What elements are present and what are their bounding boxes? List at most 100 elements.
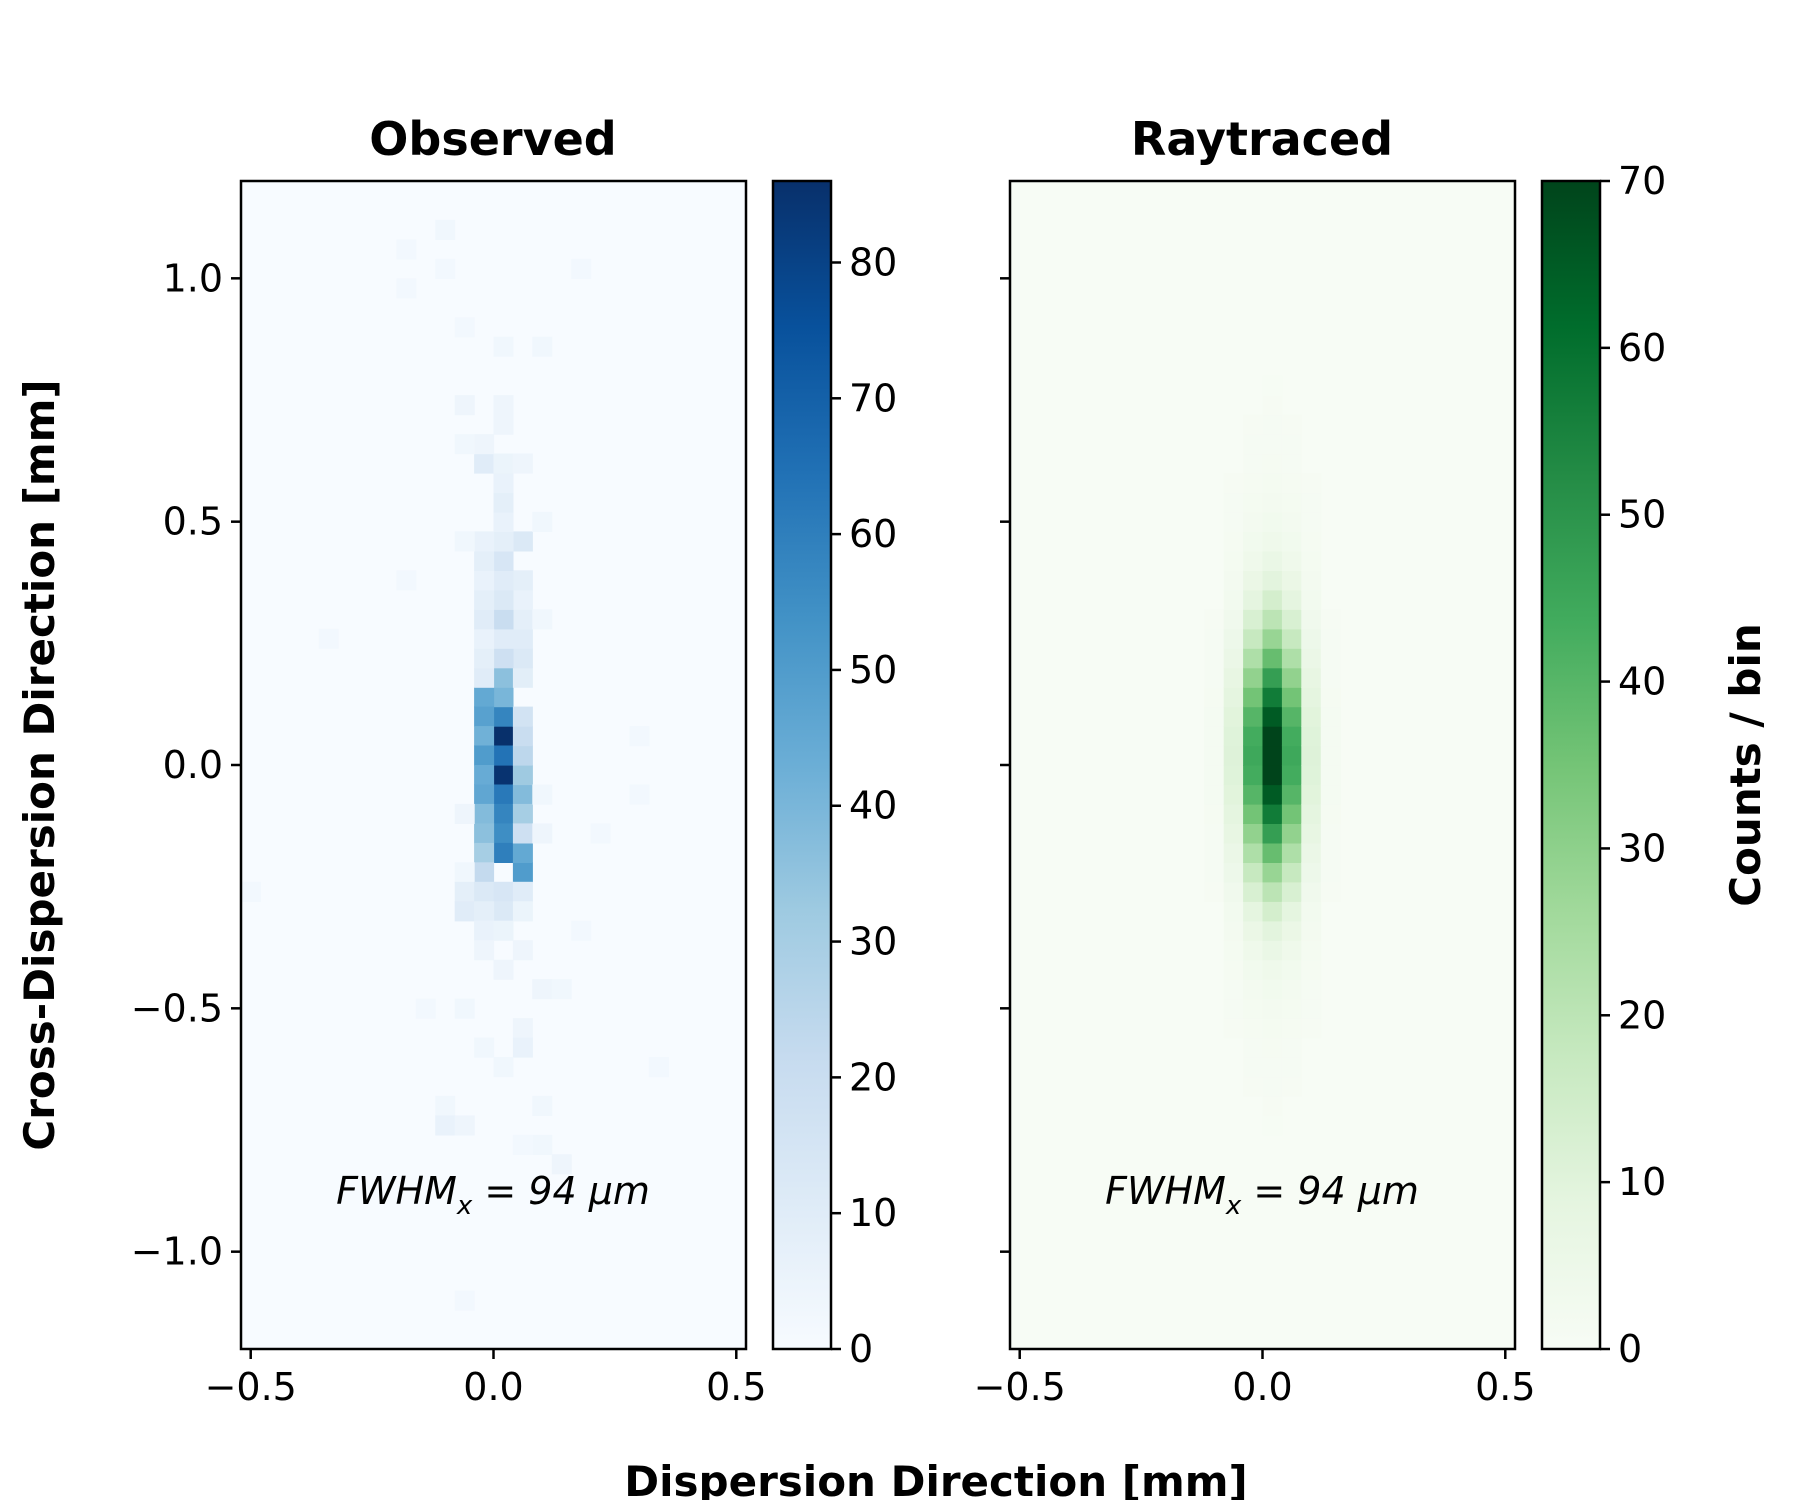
heatmap-cell <box>1320 881 1341 902</box>
heatmap-cell <box>1301 473 1322 494</box>
heatmap-cell <box>1243 1018 1264 1039</box>
heatmap-cell <box>1281 687 1302 708</box>
heatmap-cell <box>512 1037 533 1058</box>
heatmap-cell <box>512 940 533 961</box>
heatmap-cell <box>1262 1037 1283 1058</box>
heatmap-cell <box>1243 550 1264 571</box>
heatmap-cell <box>1243 511 1264 532</box>
heatmap-cell <box>571 920 592 941</box>
heatmap-cell <box>1223 726 1244 747</box>
heatmap-cell <box>1320 687 1341 708</box>
heatmap-cell <box>435 1115 456 1136</box>
heatmap-cell <box>532 823 553 844</box>
heatmap-cell <box>1262 687 1283 708</box>
heatmap-cell <box>396 570 417 591</box>
colorbar-tick-label: 50 <box>1618 493 1666 537</box>
heatmap-cell <box>629 784 650 805</box>
heatmap-cell <box>1320 609 1341 630</box>
heatmap-cell <box>1301 628 1322 649</box>
heatmap-cell <box>1223 570 1244 591</box>
heatmap-cell <box>474 1037 495 1058</box>
heatmap-cell <box>1301 901 1322 922</box>
heatmap-cell <box>1281 745 1302 766</box>
colorbar-tick-label: 20 <box>849 1055 897 1099</box>
heatmap-cell <box>551 979 572 1000</box>
heatmap-cell <box>1301 589 1322 610</box>
heatmap-cell <box>474 803 495 824</box>
heatmap-cell <box>1243 687 1264 708</box>
heatmap-cell <box>474 706 495 727</box>
heatmap-cell <box>474 726 495 747</box>
heatmap-cell <box>532 784 553 805</box>
heatmap-cell <box>493 531 514 552</box>
heatmap-cell <box>1243 881 1264 902</box>
heatmap-cell <box>1320 765 1341 786</box>
heatmap-cell <box>1262 726 1283 747</box>
heatmap-cell <box>1223 823 1244 844</box>
heatmap-cell <box>1204 784 1225 805</box>
heatmap-cell <box>493 667 514 688</box>
heatmap-cell <box>1301 648 1322 669</box>
colorbar-tick-label: 0 <box>849 1327 873 1371</box>
heatmap-cell <box>1243 920 1264 941</box>
heatmap-cell <box>493 609 514 630</box>
heatmap-cell <box>1243 570 1264 591</box>
colorbar-tick-label: 30 <box>849 920 897 964</box>
colorbar-tick-label: 80 <box>849 240 897 284</box>
heatmap-cell <box>1223 979 1244 1000</box>
heatmap-cell <box>512 667 533 688</box>
heatmap-cell <box>1281 765 1302 786</box>
heatmap-cell <box>493 589 514 610</box>
heatmap-cell <box>1301 842 1322 863</box>
heatmap-cell <box>512 1134 533 1155</box>
heatmap-cell <box>1262 628 1283 649</box>
heatmap-cell <box>1262 473 1283 494</box>
heatmap-cell <box>1320 628 1341 649</box>
heatmap-cell <box>1243 414 1264 435</box>
heatmap-cell <box>1281 881 1302 902</box>
raytraced-title: Raytraced <box>1131 112 1393 166</box>
heatmap-cell <box>474 648 495 669</box>
x-tick-label: 0.0 <box>1232 1365 1292 1409</box>
observed-colorbar-gradient <box>771 179 833 1351</box>
heatmap-cell <box>493 395 514 416</box>
heatmap-cell <box>1301 959 1322 980</box>
heatmap-cell <box>1223 959 1244 980</box>
heatmap-cell <box>474 862 495 883</box>
heatmap-cell <box>1281 901 1302 922</box>
heatmap-cell <box>474 745 495 766</box>
heatmap-cell <box>1320 803 1341 824</box>
heatmap-cell <box>1281 667 1302 688</box>
heatmap-cell <box>1281 1018 1302 1039</box>
raytraced-x-axis: −0.5 0.0 0.5 <box>974 1349 1536 1409</box>
heatmap-cell <box>1281 570 1302 591</box>
heatmap-cell <box>1223 628 1244 649</box>
heatmap-cell <box>1281 473 1302 494</box>
heatmap-cell <box>1223 901 1244 922</box>
heatmap-cell <box>1204 667 1225 688</box>
heatmap-cell <box>454 862 475 883</box>
heatmap-cell <box>1204 628 1225 649</box>
observed-colorbar: 0 10 20 30 40 50 60 70 80 <box>771 179 897 1371</box>
heatmap-cell <box>512 453 533 474</box>
heatmap-cell <box>1281 550 1302 571</box>
colorbar-tick-label: 20 <box>1618 993 1666 1037</box>
heatmap-cell <box>493 453 514 474</box>
heatmap-cell <box>1223 745 1244 766</box>
heatmap-cell <box>493 511 514 532</box>
heatmap-cell <box>1204 842 1225 863</box>
heatmap-cell <box>474 453 495 474</box>
heatmap-cell <box>1262 706 1283 727</box>
heatmap-cell <box>1262 375 1283 396</box>
heatmap-cell <box>474 823 495 844</box>
heatmap-cell <box>1262 784 1283 805</box>
heatmap-cell <box>1243 998 1264 1019</box>
heatmap-cell <box>1262 667 1283 688</box>
heatmap-cell <box>1262 1115 1283 1136</box>
x-tick-label: −0.5 <box>205 1365 297 1409</box>
heatmap-cell <box>493 550 514 571</box>
heatmap-cell <box>493 414 514 435</box>
heatmap-cell <box>1223 687 1244 708</box>
heatmap-cell <box>1281 823 1302 844</box>
heatmap-cell <box>1223 550 1244 571</box>
